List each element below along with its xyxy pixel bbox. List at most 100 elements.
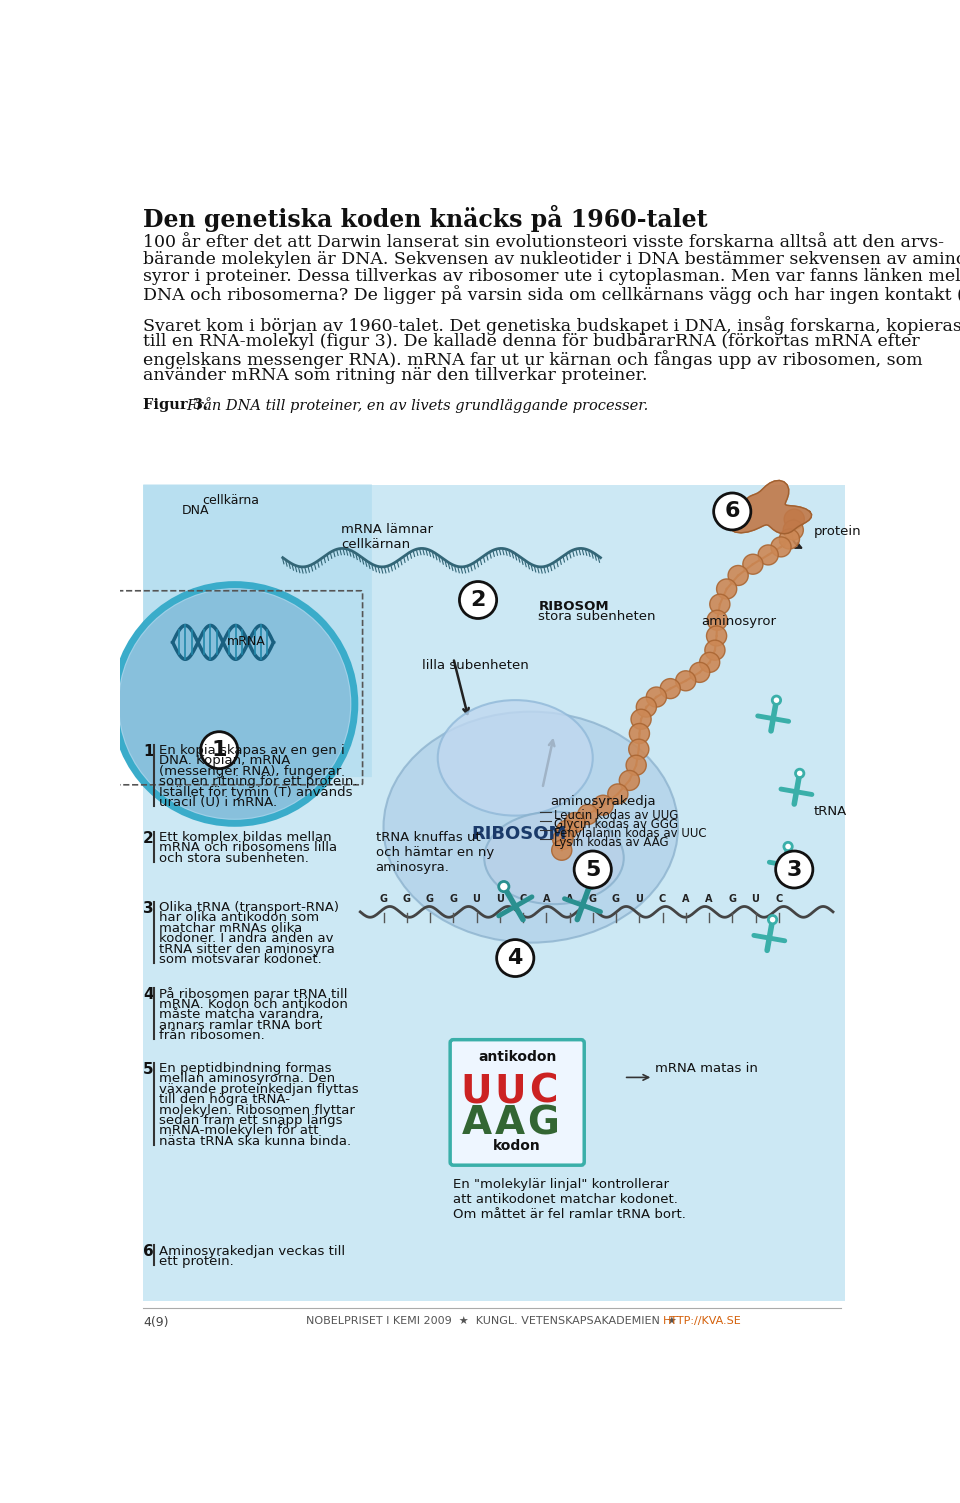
Circle shape	[660, 679, 681, 699]
Text: 100 år efter det att Darwin lanserat sin evolutionsteori visste forskarna alltså: 100 år efter det att Darwin lanserat sin…	[143, 234, 945, 251]
Text: G: G	[426, 894, 434, 905]
Text: växande proteinkedjan flyttas: växande proteinkedjan flyttas	[158, 1082, 358, 1096]
Text: G: G	[612, 894, 620, 905]
Text: G: G	[379, 894, 388, 905]
Circle shape	[593, 795, 613, 815]
Text: U: U	[495, 894, 504, 905]
Text: U: U	[494, 1072, 526, 1111]
Text: Leucin kodas av UUG: Leucin kodas av UUG	[554, 809, 679, 822]
Text: A: A	[706, 894, 712, 905]
Circle shape	[553, 830, 573, 849]
Circle shape	[557, 821, 577, 840]
Ellipse shape	[484, 812, 624, 905]
Text: U: U	[636, 894, 643, 905]
Text: RIBOSOM: RIBOSOM	[539, 600, 610, 613]
Polygon shape	[730, 481, 811, 534]
Text: 4: 4	[508, 948, 523, 968]
Text: G: G	[729, 894, 736, 905]
Text: U: U	[472, 894, 480, 905]
Text: 6: 6	[143, 1244, 154, 1260]
Circle shape	[676, 670, 696, 691]
Text: annars ramlar tRNA bort: annars ramlar tRNA bort	[158, 1019, 322, 1031]
Text: 4(9): 4(9)	[143, 1317, 169, 1329]
Circle shape	[700, 652, 720, 672]
Text: mRNA och ribosomens lilla: mRNA och ribosomens lilla	[158, 842, 337, 854]
Text: RIBOSOM: RIBOSOM	[471, 825, 566, 843]
Circle shape	[636, 697, 657, 717]
Text: från ribosomen.: från ribosomen.	[158, 1030, 265, 1042]
Text: har olika antikodon som: har olika antikodon som	[158, 911, 319, 924]
Circle shape	[646, 687, 666, 706]
Circle shape	[743, 555, 763, 574]
Text: Ett komplex bildas mellan: Ett komplex bildas mellan	[158, 831, 331, 845]
FancyBboxPatch shape	[143, 484, 372, 777]
Circle shape	[772, 696, 780, 705]
Text: DNA: DNA	[182, 504, 209, 517]
Text: syror i proteiner. Dessa tillverkas av ribosomer ute i cytoplasman. Men var fann: syror i proteiner. Dessa tillverkas av r…	[143, 268, 960, 286]
Circle shape	[705, 640, 725, 660]
Text: använder mRNA som ritning när den tillverkar proteiner.: använder mRNA som ritning när den tillve…	[143, 367, 648, 383]
Text: Lysin kodas av AAG: Lysin kodas av AAG	[554, 836, 668, 849]
Text: Från DNA till proteiner, en av livets grundläggande processer.: Från DNA till proteiner, en av livets gr…	[186, 397, 649, 413]
Text: Glycin kodas av GGG: Glycin kodas av GGG	[554, 818, 678, 831]
Circle shape	[771, 537, 791, 558]
Text: 2: 2	[470, 591, 486, 610]
Circle shape	[496, 939, 534, 977]
Text: mRNA lämnar
cellkärnan: mRNA lämnar cellkärnan	[341, 523, 433, 552]
Text: En "molekylär linjal" kontrollerar
att antikodonet matchar kodonet.
Om måttet är: En "molekylär linjal" kontrollerar att a…	[453, 1177, 686, 1220]
Circle shape	[768, 915, 777, 924]
Text: En peptidbindning formas: En peptidbindning formas	[158, 1063, 331, 1075]
Text: tRNA knuffas ut
och hämtar en ny
aminosyra.: tRNA knuffas ut och hämtar en ny aminosy…	[375, 831, 494, 875]
Circle shape	[709, 594, 730, 615]
Circle shape	[776, 851, 813, 888]
Circle shape	[608, 785, 628, 804]
Text: aminosyrakedja: aminosyrakedja	[550, 795, 656, 807]
Circle shape	[713, 493, 751, 531]
Text: till en RNA-molekyl (figur 3). De kallade denna för budbärarRNA (förkortas mRNA : till en RNA-molekyl (figur 3). De kallad…	[143, 332, 920, 350]
Text: bärande molekylen är DNA. Sekvensen av nukleotider i DNA bestämmer sekvensen av : bärande molekylen är DNA. Sekvensen av n…	[143, 251, 960, 268]
Circle shape	[619, 771, 639, 791]
Circle shape	[564, 813, 585, 833]
Text: mellan aminosyrorna. Den: mellan aminosyrorna. Den	[158, 1073, 335, 1085]
Text: G: G	[449, 894, 457, 905]
Text: antikodon: antikodon	[478, 1051, 557, 1064]
Text: A: A	[682, 894, 689, 905]
Text: C: C	[529, 1072, 558, 1111]
Text: Aminosyrakedjan veckas till: Aminosyrakedjan veckas till	[158, 1244, 345, 1258]
Text: DNA. Kopian, mRNA: DNA. Kopian, mRNA	[158, 755, 290, 768]
Text: 6: 6	[725, 502, 740, 522]
Circle shape	[586, 879, 595, 888]
Text: kodon: kodon	[493, 1139, 541, 1153]
Text: Den genetiska koden knäcks på 1960-talet: Den genetiska koden knäcks på 1960-talet	[143, 204, 708, 231]
Text: cellkärna: cellkärna	[203, 494, 259, 507]
Text: sedan fram ett snäpp längs: sedan fram ett snäpp längs	[158, 1114, 343, 1127]
Text: 1: 1	[143, 744, 154, 759]
Text: 4: 4	[143, 987, 154, 1003]
Circle shape	[630, 723, 650, 744]
Text: måste matcha varandra,: måste matcha varandra,	[158, 1009, 324, 1021]
Circle shape	[201, 732, 238, 768]
Circle shape	[780, 529, 800, 549]
Circle shape	[689, 663, 709, 682]
Text: G: G	[403, 894, 411, 905]
Text: 2: 2	[143, 831, 154, 846]
Text: A: A	[565, 894, 573, 905]
Text: A: A	[542, 894, 550, 905]
Text: Olika tRNA (transport-RNA): Olika tRNA (transport-RNA)	[158, 902, 339, 914]
Text: Figur 3.: Figur 3.	[143, 397, 213, 412]
Text: matchar mRNAs olika: matchar mRNAs olika	[158, 921, 302, 935]
Circle shape	[114, 585, 355, 824]
Circle shape	[629, 739, 649, 759]
Text: lilla subenheten: lilla subenheten	[422, 660, 529, 672]
Text: som en ritning för ett protein.: som en ritning för ett protein.	[158, 776, 357, 788]
Text: Fenylalanin kodas av UUC: Fenylalanin kodas av UUC	[554, 827, 707, 840]
Circle shape	[796, 770, 804, 777]
Text: A: A	[494, 1105, 525, 1142]
Text: C: C	[775, 894, 782, 905]
Ellipse shape	[438, 700, 592, 816]
Text: kodoner. I andra änden av: kodoner. I andra änden av	[158, 932, 333, 945]
Text: (messenger RNA), fungerar: (messenger RNA), fungerar	[158, 765, 341, 777]
Text: G: G	[588, 894, 597, 905]
Circle shape	[758, 546, 779, 565]
Circle shape	[574, 851, 612, 888]
